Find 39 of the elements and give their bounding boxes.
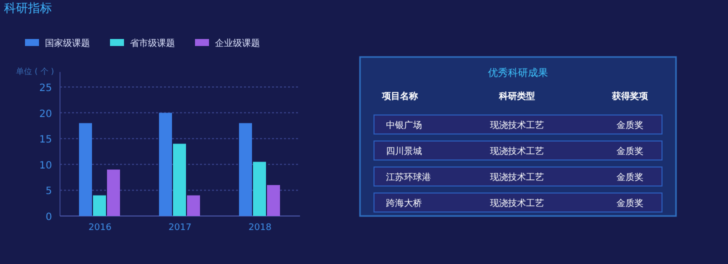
bar [187,195,200,216]
text: 优秀科研成果 [488,67,548,79]
x-tick-label: 2017 [168,223,192,233]
text: 项目名称 [381,91,419,102]
legend-label: 省市级课题 [130,38,175,49]
y-tick-label: 0 [46,212,52,223]
text: 现浇技术工艺 [490,172,544,183]
y-tick-label: 25 [39,83,52,94]
y-tick-label: 15 [39,134,52,146]
bar [107,170,120,216]
chart-title: 科研指标 [4,1,52,15]
text: 科研类型 [498,91,535,102]
bar [267,185,280,216]
text: 金质奖 [616,146,644,157]
bar [159,112,172,216]
bar [173,144,186,216]
y-tick-label: 10 [39,160,52,172]
text: 现浇技术工艺 [490,198,544,209]
text: 获得奖项 [611,91,649,102]
bar [93,195,106,216]
y-tick-label: 5 [46,186,52,198]
text: 中银广场 [386,120,422,131]
bar [239,123,252,216]
y-tick-label: 20 [39,108,52,120]
text: 金质奖 [616,120,644,131]
bar [79,123,92,216]
text: 跨海大桥 [386,198,422,209]
text: 现浇技术工艺 [490,120,544,131]
text: 现浇技术工艺 [490,146,544,157]
bar [253,162,266,216]
text: 金质奖 [616,172,644,183]
text: 四川景城 [386,146,422,157]
legend-label: 企业级课题 [215,38,260,49]
legend-label: 国家级课题 [45,38,90,49]
y-axis-title: 单位 ( 个 ) [16,67,54,76]
text: 江苏环球港 [386,172,431,183]
x-tick-label: 2016 [88,223,112,233]
x-tick-label: 2018 [248,223,272,233]
text: 金质奖 [616,198,644,209]
